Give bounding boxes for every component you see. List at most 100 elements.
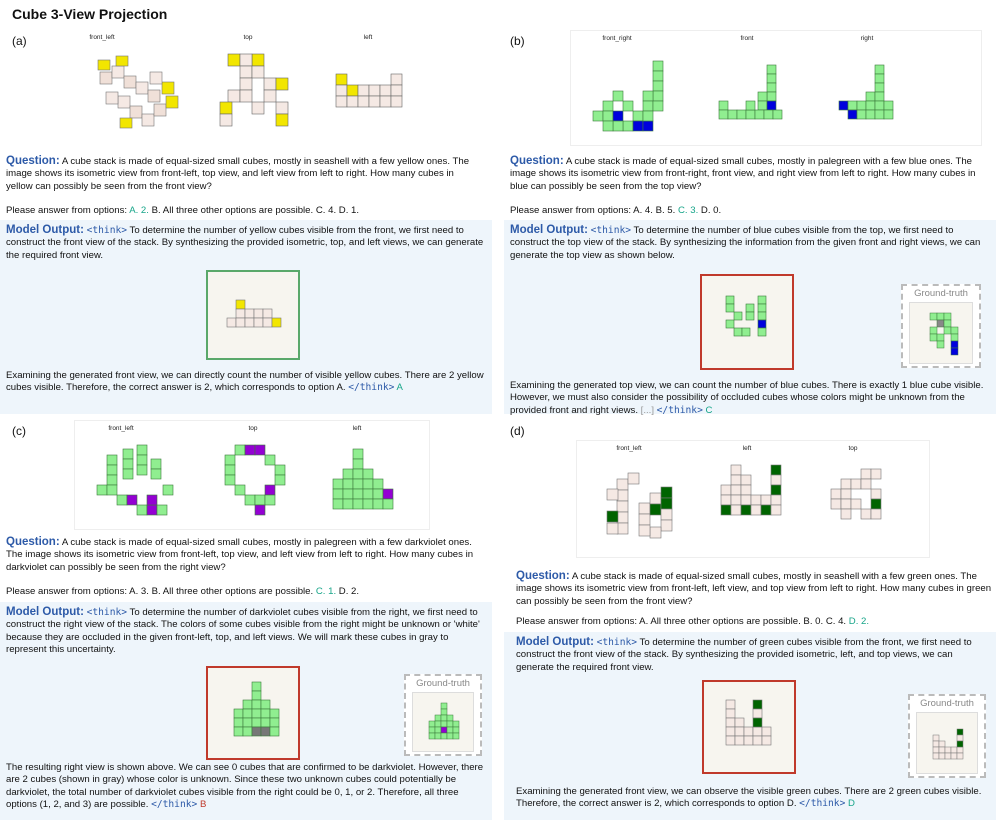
left-view-image xyxy=(720,464,782,516)
ground-truth-label: Ground-truth xyxy=(416,678,470,689)
ellipsis: [...] xyxy=(640,404,654,416)
question-heading: Question: xyxy=(516,570,570,582)
iso-view-image xyxy=(606,472,673,539)
model-output-box: Model Output: <think> To determine the n… xyxy=(0,602,492,820)
view-images: front_left top left xyxy=(70,30,450,142)
model-output-box: Model Output: <think> To determine the n… xyxy=(0,220,492,414)
question-body: A cube stack is made of equal-sized smal… xyxy=(6,537,474,573)
options-highlight: A. 2. xyxy=(129,205,149,216)
view-caption: front_right xyxy=(602,35,632,42)
panel-d: (d) front_left left top xyxy=(504,420,996,820)
final-answer: B xyxy=(199,799,207,811)
model-output-text: To determine the number of yellow cubes … xyxy=(6,225,484,261)
options-suffix: D. 0. xyxy=(700,205,722,216)
options-suffix: D. 2. xyxy=(338,586,360,597)
options-line: Please answer from options: A. 3. B. All… xyxy=(6,586,359,597)
view-caption: front_left xyxy=(108,425,134,432)
top-view-image xyxy=(224,444,286,516)
ground-truth-box: Ground-truth xyxy=(908,694,986,778)
options-prefix: Please answer from options: A. 4. B. 5. xyxy=(510,205,676,216)
left-view-image xyxy=(335,73,403,108)
ground-truth-label: Ground-truth xyxy=(914,288,968,299)
model-output-text: The resulting right view is shown above.… xyxy=(6,762,484,811)
view-caption: left xyxy=(363,34,373,41)
think-close-tag: </think> xyxy=(656,404,703,416)
iso-view-image xyxy=(97,55,179,129)
question-body: A cube stack is made of equal-sized smal… xyxy=(6,156,470,192)
panel-c: (c) front_left top left xyxy=(0,420,492,820)
generated-view-image xyxy=(206,270,300,360)
right-view-image xyxy=(838,64,894,120)
top-view-image xyxy=(830,468,882,520)
options-prefix: Please answer from options: A. 3. B. All… xyxy=(6,586,314,597)
view-images: front_left top left xyxy=(74,420,430,530)
options-line: Please answer from options: A. All three… xyxy=(516,616,869,627)
options-highlight: C. 3. xyxy=(677,205,699,216)
model-output-conclusion: Examining the generated front view, we c… xyxy=(6,370,484,395)
options-line: Please answer from options: A. 2. B. All… xyxy=(6,205,359,216)
think-close-tag: </think> xyxy=(799,798,846,810)
model-output-box: Model Output: <think> To determine the n… xyxy=(504,632,996,820)
view-caption: front_left xyxy=(616,445,642,452)
model-output-heading: Model Output: xyxy=(516,636,594,648)
model-output-text: To determine the number of darkviolet cu… xyxy=(6,607,480,656)
question-text: Question: A cube stack is made of equal-… xyxy=(6,155,482,193)
think-open-tag: <think> xyxy=(590,225,632,236)
panel-b: (b) front_right front right xyxy=(504,30,996,416)
iso-view-image xyxy=(592,60,664,132)
model-output-intro: Model Output: <think> To determine the n… xyxy=(6,606,484,657)
question-heading: Question: xyxy=(6,536,60,548)
generated-view-image xyxy=(206,666,300,760)
panel-label: (c) xyxy=(12,424,26,438)
view-caption: front_left xyxy=(89,34,115,41)
view-caption: top xyxy=(243,34,253,41)
ground-truth-label: Ground-truth xyxy=(920,698,974,709)
left-view-image xyxy=(332,448,394,510)
model-output-heading: Model Output: xyxy=(6,606,84,618)
view-images: front_left left top xyxy=(576,440,930,558)
view-caption: left xyxy=(352,425,362,432)
panel-a: (a) front_left top left xyxy=(0,30,492,414)
generated-view-image xyxy=(702,680,796,774)
question-heading: Question: xyxy=(6,155,60,167)
question-text: Question: A cube stack is made of equal-… xyxy=(510,155,986,193)
model-output-conclusion: Examining the generated top view, we can… xyxy=(510,380,988,417)
final-answer: D xyxy=(848,798,855,810)
ground-truth-image xyxy=(909,302,973,364)
top-view-image xyxy=(219,53,289,127)
view-caption: front xyxy=(740,35,754,42)
model-output-box: Model Output: <think> To determine the n… xyxy=(504,220,996,417)
think-close-tag: </think> xyxy=(348,382,395,394)
options-suffix: B. All three other options are possible.… xyxy=(151,205,360,216)
model-output-conclusion: The resulting right view is shown above.… xyxy=(6,762,484,812)
options-highlight: C. 1. xyxy=(315,586,337,597)
question-text: Question: A cube stack is made of equal-… xyxy=(6,536,482,574)
generated-view-image xyxy=(700,274,794,370)
panel-label: (d) xyxy=(510,424,525,438)
options-highlight: D. 2. xyxy=(848,616,870,627)
model-output-intro: Model Output: <think> To determine the n… xyxy=(510,224,988,262)
think-open-tag: <think> xyxy=(596,637,638,648)
think-close-tag: </think> xyxy=(151,799,198,811)
view-caption: left xyxy=(742,445,752,452)
panel-label: (a) xyxy=(12,34,27,48)
view-caption: top xyxy=(248,425,258,432)
ground-truth-box: Ground-truth xyxy=(901,284,981,368)
ground-truth-box: Ground-truth xyxy=(404,674,482,756)
model-output-heading: Model Output: xyxy=(510,224,588,236)
options-prefix: Please answer from options: A. All three… xyxy=(516,616,847,627)
model-output-text: Examining the generated front view, we c… xyxy=(6,370,484,394)
model-output-intro: Model Output: <think> To determine the n… xyxy=(6,224,484,262)
model-output-text: To determine the number of blue cubes vi… xyxy=(510,225,981,261)
question-heading: Question: xyxy=(510,155,564,167)
front-view-image xyxy=(718,64,783,120)
model-output-text: To determine the number of green cubes v… xyxy=(516,637,972,673)
question-text: Question: A cube stack is made of equal-… xyxy=(516,570,992,608)
think-open-tag: <think> xyxy=(86,607,128,618)
options-line: Please answer from options: A. 4. B. 5. … xyxy=(510,205,721,216)
question-body: A cube stack is made of equal-sized smal… xyxy=(510,156,976,192)
view-caption: top xyxy=(848,445,858,452)
ground-truth-image xyxy=(412,692,474,752)
model-output-text: Examining the generated top view, we can… xyxy=(510,380,984,416)
model-output-conclusion: Examining the generated front view, we c… xyxy=(516,786,986,811)
